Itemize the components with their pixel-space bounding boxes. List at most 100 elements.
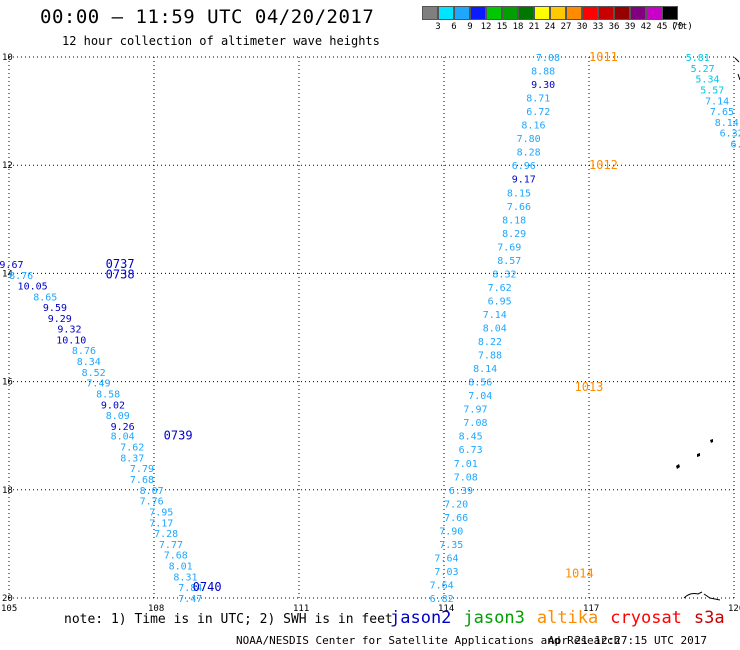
swh-value-label: 7.65 (710, 107, 734, 118)
legend-swatch (534, 6, 550, 20)
swh-value-label: 8.56 (468, 378, 492, 389)
legend-label: 36 (608, 22, 620, 32)
island-shape (710, 439, 713, 443)
swh-value-label: 8.07 (140, 486, 164, 497)
legend-swatch (582, 6, 598, 20)
track-time-label: 0738 (106, 267, 135, 281)
legend-swatch (518, 6, 534, 20)
legend-unit: (ft) (671, 22, 693, 32)
legend-label: 39 (624, 22, 636, 32)
legend-label: 45 (656, 22, 668, 32)
swh-value-label: 6.96 (512, 161, 536, 172)
swh-value-label: 7.66 (444, 513, 468, 524)
legend-swatch (598, 6, 614, 20)
coastline-shape (734, 57, 740, 81)
swh-value-label: 6.82 (430, 594, 454, 605)
swh-value-label: 5.27 (691, 64, 715, 75)
swh-value-label: 7.77 (159, 540, 183, 551)
swh-value-label: 7.97 (463, 405, 487, 416)
swh-value-label: 8.88 (531, 67, 555, 78)
legend-label: 3 (435, 22, 441, 32)
swh-value-label: 7.17 (149, 518, 173, 529)
swh-value-label: 8.58 (96, 390, 120, 401)
swh-value-label: 7.01 (454, 459, 478, 470)
swh-value-label: 8.29 (502, 229, 526, 240)
legend-swatch (470, 6, 486, 20)
swh-value-label: 8.31 (173, 572, 197, 583)
track-labels: 9.678.7610.058.659.599.299.3210.108.768.… (0, 50, 740, 605)
legend-swatch (502, 6, 518, 20)
satellite-name-jason2: jason2 (390, 608, 452, 628)
island-shape (676, 464, 680, 469)
legend-labels: 3 6 9 12 15 18 21 24 27 30 33 36 39 42 45 70 (ft) (422, 20, 693, 34)
longitude-tick-label: 108 (148, 604, 164, 614)
swh-value-label: 8.01 (169, 562, 193, 573)
longitude-tick-label: 111 (293, 604, 309, 614)
legend-swatch (630, 6, 646, 20)
swh-value-label: 5.34 (695, 75, 719, 86)
swh-value-label: 8.14 (473, 364, 497, 375)
longitude-tick-label: 114 (438, 604, 454, 614)
swh-value-label: 7.62 (120, 443, 144, 454)
credit-line: NOAA/NESDIS Center for Satellite Applica… (236, 634, 621, 647)
swh-value-label: 8.18 (502, 215, 526, 226)
swh-value-label: 7.76 (140, 497, 164, 508)
legend-swatch (486, 6, 502, 20)
swh-value-label: 10.05 (18, 281, 48, 292)
swh-value-label: 7.14 (705, 96, 729, 107)
swh-value-label: 7.79 (130, 464, 154, 475)
axis-tick-labels: 105108111114117120101214161820 (1, 53, 740, 614)
satellite-name-jason3: jason3 (463, 608, 525, 628)
footer-note: note: 1) Time is in UTC; 2) SWH is in fe… (64, 612, 393, 627)
swh-value-label: 7.04 (468, 391, 492, 402)
swh-value-label: 8.34 (77, 357, 101, 368)
swh-value-label: 6.32 (720, 129, 740, 140)
coastline-shape (683, 591, 721, 601)
swh-value-label: 6.6 (730, 140, 740, 151)
swh-value-label: 8.22 (478, 337, 502, 348)
legend-label: 21 (528, 22, 540, 32)
island-shape (697, 453, 700, 457)
legend-swatch (646, 6, 662, 20)
legend-swatch-bar (422, 6, 678, 20)
swh-value-label: 8.76 (9, 271, 33, 282)
swh-value-label: 7.08 (536, 53, 560, 64)
swh-value-label: 7.64 (430, 580, 454, 591)
swh-value-label: 7.64 (434, 553, 458, 564)
swh-value-label: 8.57 (497, 256, 521, 267)
swh-value-label: 5.81 (686, 53, 710, 64)
swh-value-label: 7.03 (434, 567, 458, 578)
swh-value-label: 9.26 (111, 422, 135, 433)
track-time-label: 1014 (565, 567, 594, 581)
swh-value-label: 7.49 (86, 379, 110, 390)
satellite-legend: jason2 jason3 altika cryosat s3a (390, 608, 737, 628)
swh-value-label: 9.32 (57, 325, 81, 336)
swh-value-label: 9.30 (531, 80, 555, 91)
longitude-tick-label: 120 (728, 604, 740, 614)
swh-value-label: 6.73 (459, 445, 483, 456)
swh-value-label: 7.80 (517, 134, 541, 145)
swh-value-label: 5.57 (700, 85, 724, 96)
swh-value-label: 8.76 (72, 346, 96, 357)
legend-label: 33 (592, 22, 604, 32)
swh-value-label: 7.47 (178, 594, 202, 605)
latitude-tick-label: 14 (2, 269, 13, 279)
legend-label: 6 (451, 22, 457, 32)
swh-value-label: 7.84 (178, 583, 202, 594)
swh-value-label: 8.32 (492, 269, 516, 280)
track-time-label: 1011 (589, 50, 618, 64)
track-time-label: 0740 (193, 580, 222, 594)
legend-label: 18 (512, 22, 524, 32)
latitude-tick-label: 20 (2, 594, 13, 604)
legend-label: 15 (496, 22, 508, 32)
latitude-tick-label: 16 (2, 378, 13, 388)
swh-value-label: 7.28 (154, 529, 178, 540)
latitude-tick-label: 10 (2, 53, 13, 63)
longitude-tick-label: 117 (583, 604, 599, 614)
swh-value-label: 8.04 (483, 324, 507, 335)
legend-swatch (550, 6, 566, 20)
swh-value-label: 10.10 (56, 335, 86, 346)
swh-value-label: 8.28 (517, 148, 541, 159)
swh-value-label: 9.67 (0, 260, 24, 271)
